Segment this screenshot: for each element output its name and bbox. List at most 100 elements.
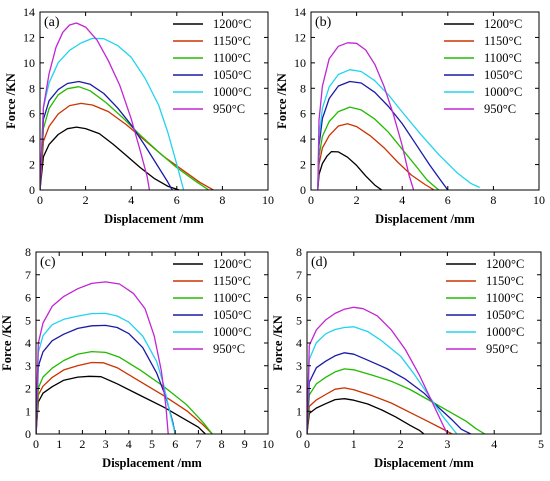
series-line-1200 (317, 150, 383, 190)
series-line-1000 (307, 326, 458, 434)
x-axis-label: Displacement /mm (102, 456, 202, 470)
series-line-1000 (40, 37, 185, 190)
y-tick-label: 0 (300, 183, 306, 197)
legend-label-1000: 1000°C (486, 325, 524, 339)
series-line-1150 (307, 387, 453, 434)
y-tick-label: 12 (294, 30, 306, 44)
series-line-950 (40, 22, 151, 190)
y-tick-label: 6 (300, 107, 306, 121)
plot-frame (310, 11, 540, 191)
legend-label-1100: 1100°C (213, 51, 251, 65)
series-line-1200 (40, 126, 180, 190)
x-tick-label: 1 (56, 437, 62, 451)
series-line-1050 (40, 80, 173, 190)
x-tick-label: 5 (149, 437, 155, 451)
y-tick-label: 1 (296, 404, 302, 418)
x-axis-label: Displacement /mm (374, 456, 474, 470)
series-line-1050 (317, 80, 449, 190)
y-tick-label: 0 (29, 183, 35, 197)
legend-label-1150: 1150°C (213, 34, 251, 48)
y-tick-label: 2 (25, 382, 31, 396)
series-line-1200 (36, 375, 206, 434)
legend-label-1150: 1150°C (484, 34, 522, 48)
series-line-1150 (317, 123, 435, 190)
y-tick-label: 6 (29, 107, 35, 121)
legend-label-950: 950°C (213, 342, 245, 356)
legend-label-1200: 1200°C (213, 257, 251, 271)
y-tick-label: 10 (294, 56, 306, 70)
y-axis-label: Force /KN (271, 315, 285, 371)
legend-label-1150: 1150°C (213, 274, 251, 288)
y-tick-label: 2 (296, 382, 302, 396)
chart-panel-2: 0 1 2 3 4 5 6 7 8 9 10 0 1 2 3 4 5 6 7 8 Displacement /mm For… (0, 245, 274, 470)
legend-label-1150: 1150°C (486, 274, 524, 288)
series-line-1100 (317, 106, 440, 190)
series-line-1150 (40, 102, 214, 190)
x-tick-label: 5 (538, 437, 544, 451)
x-tick-label: 10 (533, 193, 545, 207)
x-tick-label: 0 (308, 193, 314, 207)
y-tick-label: 4 (296, 336, 302, 350)
series-line-1100 (307, 368, 486, 434)
panel-label: (c) (40, 255, 56, 270)
series-line-1000 (36, 312, 176, 434)
x-tick-label: 8 (219, 437, 225, 451)
series-line-950 (317, 42, 415, 190)
y-tick-label: 0 (25, 427, 31, 441)
series-line-1050 (36, 324, 176, 434)
series-line-1000 (317, 69, 480, 190)
y-tick-label: 3 (296, 359, 302, 373)
y-tick-label: 7 (296, 268, 302, 282)
y-tick-label: 5 (296, 313, 302, 327)
x-tick-label: 6 (172, 437, 178, 451)
y-tick-label: 3 (25, 359, 31, 373)
x-tick-label: 4 (491, 437, 497, 451)
x-tick-label: 4 (126, 437, 132, 451)
x-tick-label: 4 (399, 193, 405, 207)
series-line-1150 (36, 361, 213, 434)
y-tick-label: 8 (29, 81, 35, 95)
y-tick-label: 6 (296, 291, 302, 305)
x-tick-label: 2 (79, 437, 85, 451)
x-tick-label: 8 (490, 193, 496, 207)
y-tick-label: 8 (300, 81, 306, 95)
x-tick-label: 10 (262, 193, 274, 207)
panel-label: (d) (311, 255, 328, 270)
x-tick-label: 9 (242, 437, 248, 451)
y-tick-label: 2 (29, 158, 35, 172)
x-tick-label: 2 (83, 193, 89, 207)
legend-label-1200: 1200°C (486, 257, 524, 271)
x-tick-label: 6 (445, 193, 451, 207)
y-tick-label: 4 (300, 132, 306, 146)
legend-label-1000: 1000°C (484, 85, 522, 99)
x-axis-label: Displacement /mm (375, 212, 475, 226)
series-line-1200 (307, 398, 425, 434)
x-tick-label: 0 (37, 193, 43, 207)
chart-panel-0: 0 2 4 6 8 10 0 2 4 6 8 10 12 14 Displacement /mm Force … (4, 5, 274, 226)
x-tick-label: 0 (304, 437, 310, 451)
series-line-950 (307, 306, 448, 434)
x-tick-label: 10 (262, 437, 274, 451)
y-tick-label: 14 (23, 5, 35, 19)
legend-label-1050: 1050°C (213, 308, 251, 322)
panel-label: (a) (44, 15, 60, 30)
legend-label-1050: 1050°C (213, 68, 251, 82)
y-axis-label: Force /KN (0, 315, 14, 371)
y-axis-label: Force /KN (4, 73, 18, 129)
y-tick-label: 4 (29, 132, 35, 146)
x-tick-label: 7 (195, 437, 201, 451)
series-line-1050 (307, 352, 472, 434)
chart-panel-1: 0 2 4 6 8 10 0 2 4 6 8 10 12 14 Displacement /mm Force … (275, 5, 545, 226)
series-line-1100 (36, 350, 213, 434)
x-tick-label: 3 (444, 437, 450, 451)
legend-label-1100: 1100°C (213, 291, 251, 305)
y-tick-label: 1 (25, 404, 31, 418)
y-tick-label: 5 (25, 313, 31, 327)
legend-label-1000: 1000°C (213, 85, 251, 99)
x-tick-label: 0 (33, 437, 39, 451)
y-tick-label: 8 (25, 245, 31, 259)
y-axis-label: Force /KN (275, 73, 289, 129)
x-tick-label: 3 (103, 437, 109, 451)
legend-label-1100: 1100°C (484, 51, 522, 65)
